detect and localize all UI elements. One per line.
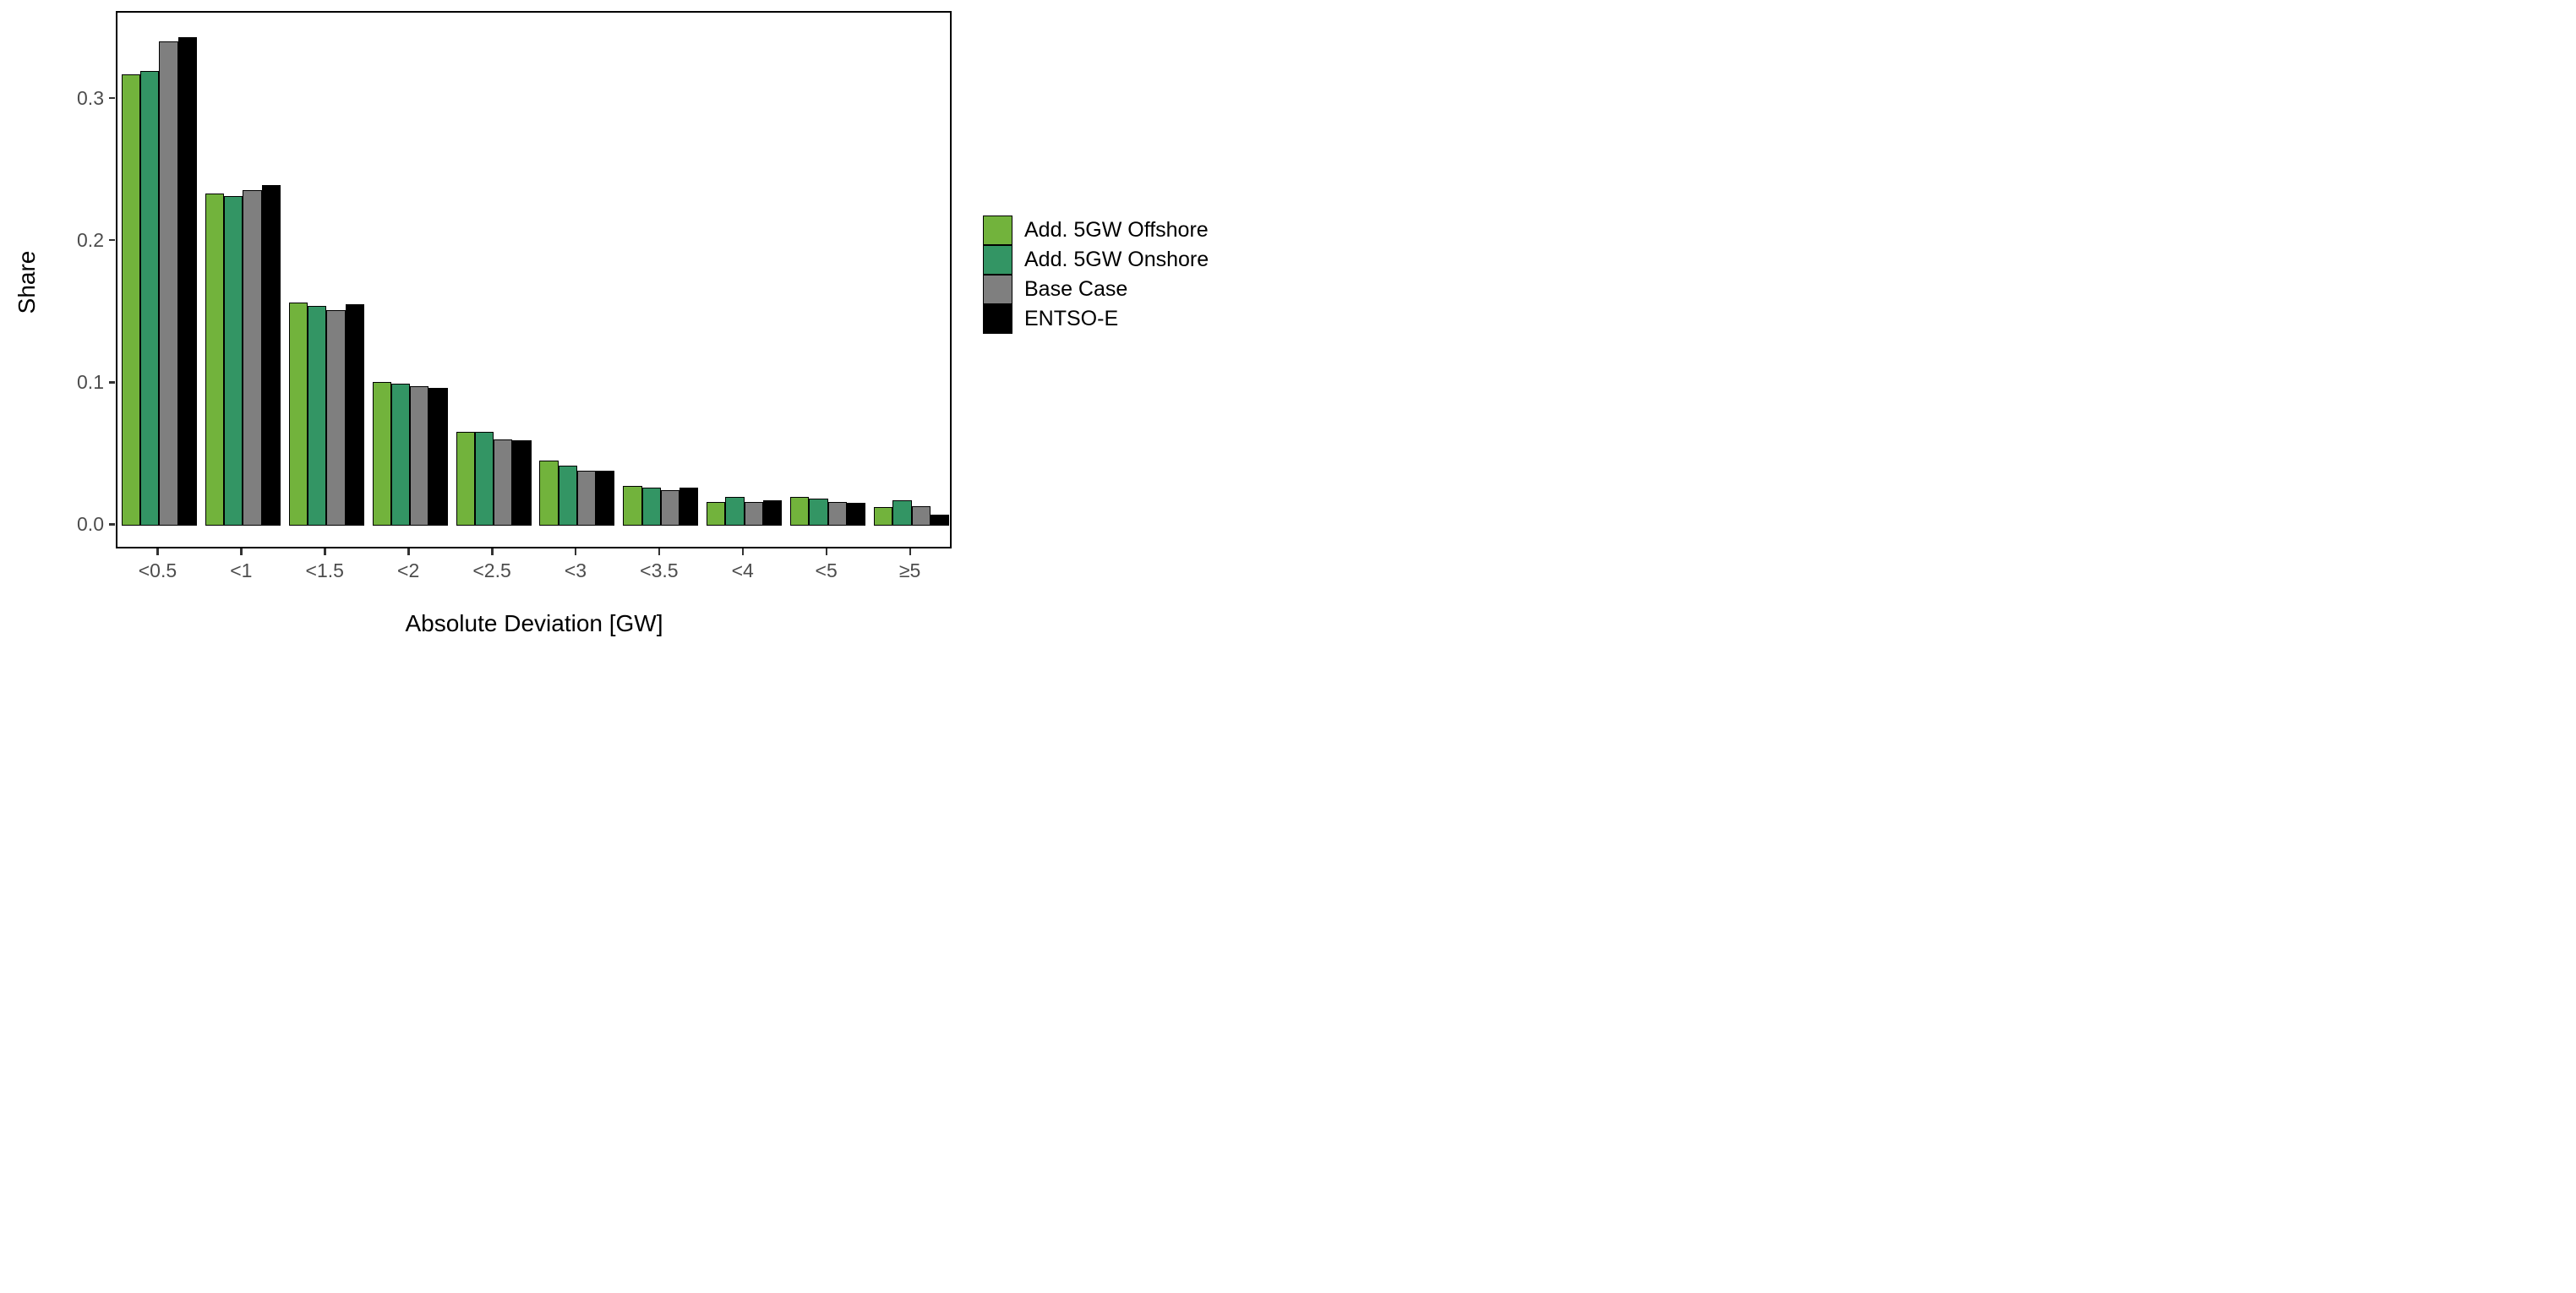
y-axis-title: Share [14,250,40,314]
y-tick-label: 0.1 [77,371,104,393]
x-tick-mark [825,548,828,555]
bar [641,487,661,526]
legend-label: ENTSO-E [1024,307,1119,330]
legend-key-swatch [983,245,1012,275]
x-tick-mark [324,548,326,555]
bar [576,470,597,526]
x-tick-mark [909,548,912,555]
y-tick-label: 0.0 [77,513,104,536]
bar [159,41,178,526]
bar [763,499,783,526]
x-tick-mark [491,548,494,555]
bar [911,505,931,526]
legend-label: Add. 5GW Offshore [1024,218,1209,242]
bar [892,499,912,526]
bar [261,184,281,526]
x-tick-mark [240,548,243,555]
x-tick-label: <4 [731,559,754,581]
bar [177,36,197,526]
y-tick-label: 0.3 [77,86,104,109]
bar [827,501,847,526]
bar [494,439,513,526]
bar [224,196,243,526]
bar [809,499,828,526]
bar [474,432,494,526]
bar [205,193,225,526]
bar [707,501,726,526]
bar [930,514,950,526]
y-tick-mark [109,381,115,384]
bar [679,487,699,526]
legend-item: Base Case [983,275,1209,304]
x-tick-label: <1.5 [305,559,344,581]
bar [512,440,532,526]
y-tick-mark [109,523,115,526]
bar [140,71,160,526]
x-tick-label: ≥5 [898,559,921,581]
bar [874,507,893,526]
x-tick-mark [741,548,745,555]
bar [121,74,141,526]
bar [243,190,262,526]
bar [428,388,448,526]
x-tick-mark [156,548,159,555]
bar [410,386,429,526]
bar [660,490,680,526]
bar [288,303,308,526]
bar [539,460,559,526]
plot-panel [116,11,952,548]
bar [372,382,391,526]
y-tick-mark [109,238,115,242]
bar [390,384,411,526]
legend-key-swatch [983,216,1012,245]
x-tick-label: <0.5 [138,559,177,581]
bar [307,305,327,526]
x-tick-mark [658,548,661,555]
legend: Add. 5GW Offshore Add. 5GW Onshore Base Ca… [983,216,1209,334]
y-tick-label: 0.2 [77,228,104,251]
legend-key-swatch [983,304,1012,334]
y-tick-mark [109,96,115,100]
bar [558,466,577,526]
bar [326,309,346,526]
bar [596,470,615,526]
bar [345,303,364,526]
x-tick-label: <3.5 [640,559,679,581]
legend-label: Base Case [1024,277,1128,301]
x-tick-label: <1 [230,559,253,581]
x-tick-label: <2 [397,559,420,581]
legend-item: Add. 5GW Offshore [983,216,1209,245]
bar [623,486,642,526]
legend-item: ENTSO-E [983,304,1209,334]
x-tick-mark [574,548,577,555]
x-tick-label: <3 [564,559,587,581]
legend-key-swatch [983,275,1012,304]
x-tick-label: <2.5 [472,559,511,581]
x-tick-mark [407,548,410,555]
legend-item: Add. 5GW Onshore [983,245,1209,275]
x-axis-title: Absolute Deviation [GW] [405,610,663,636]
bar [790,497,810,526]
legend-label: Add. 5GW Onshore [1024,248,1209,271]
bar [725,497,745,526]
bar [456,432,475,526]
bar [846,503,866,526]
bar [744,501,763,526]
chart: Share 0.0 0.1 0.2 0.3 <0.5 <1 <1.5 <2 <2.5 <3 <3.… [0,0,1288,646]
x-tick-label: <5 [815,559,838,581]
